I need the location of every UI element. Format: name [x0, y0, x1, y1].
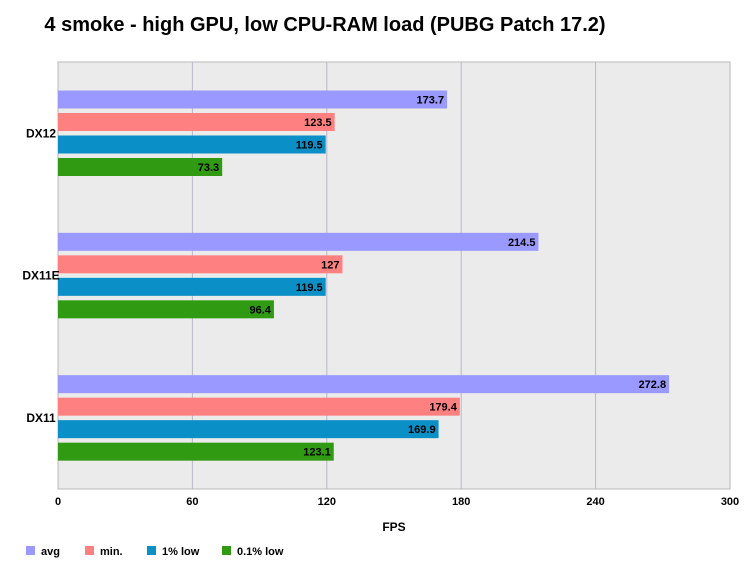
y-axis-categories: DX12 DX11E DX11 — [22, 126, 59, 425]
category-label: DX12 — [26, 126, 56, 140]
legend-swatch — [85, 546, 94, 555]
legend-swatch — [26, 546, 35, 555]
bar-value-label: 119.5 — [296, 140, 323, 152]
bar-value-label: 123.5 — [304, 117, 332, 129]
x-axis-title: FPS — [382, 520, 405, 534]
bar-value-label: 173.7 — [417, 95, 445, 107]
bar — [58, 375, 670, 394]
legend-swatch — [147, 546, 156, 555]
gridlines — [191, 62, 597, 489]
legend-swatch — [222, 546, 231, 555]
bar-value-label: 214.5 — [508, 237, 536, 249]
bars: 173.7 123.5 119.5 73.3 214.5 127 119.5 96.4 272.… — [58, 90, 670, 461]
bar — [58, 277, 326, 296]
category-label: DX11E — [22, 269, 59, 283]
bar-value-label: 127 — [321, 259, 339, 271]
legend-label: avg — [41, 546, 60, 558]
legend-label: 1% low — [162, 546, 200, 558]
bar — [58, 255, 343, 274]
category-label: DX11 — [26, 411, 56, 425]
bar — [58, 300, 274, 319]
plot-area — [57, 61, 731, 490]
bar-value-label: 169.9 — [408, 424, 436, 436]
bar — [58, 135, 326, 154]
legend-label: 0.1% low — [237, 546, 284, 558]
x-tick-label: 180 — [452, 496, 470, 508]
x-axis-ticks: 0 60 120 180 240 300 — [55, 496, 739, 508]
bar — [58, 420, 439, 439]
bar-value-label: 179.4 — [429, 402, 457, 414]
bar — [58, 90, 448, 109]
x-tick-label: 60 — [186, 496, 198, 508]
bar — [58, 232, 539, 251]
x-tick-label: 120 — [318, 496, 336, 508]
legend: avg min. 1% low 0.1% low — [26, 546, 284, 558]
bar-value-label: 123.1 — [303, 447, 331, 459]
bar-value-label: 272.8 — [639, 379, 667, 391]
bar — [58, 397, 460, 416]
bar — [58, 113, 335, 131]
bar-value-label: 119.5 — [296, 282, 323, 294]
x-tick-label: 300 — [721, 496, 739, 508]
legend-label: min. — [100, 546, 123, 558]
bar-value-label: 73.3 — [198, 162, 219, 174]
x-tick-label: 0 — [55, 496, 61, 508]
x-tick-label: 240 — [586, 496, 604, 508]
bar — [58, 158, 223, 176]
chart-title: 4 smoke - high GPU, low CPU-RAM load (PU… — [44, 14, 605, 36]
bar — [58, 442, 334, 461]
bar-value-label: 96.4 — [250, 304, 272, 316]
